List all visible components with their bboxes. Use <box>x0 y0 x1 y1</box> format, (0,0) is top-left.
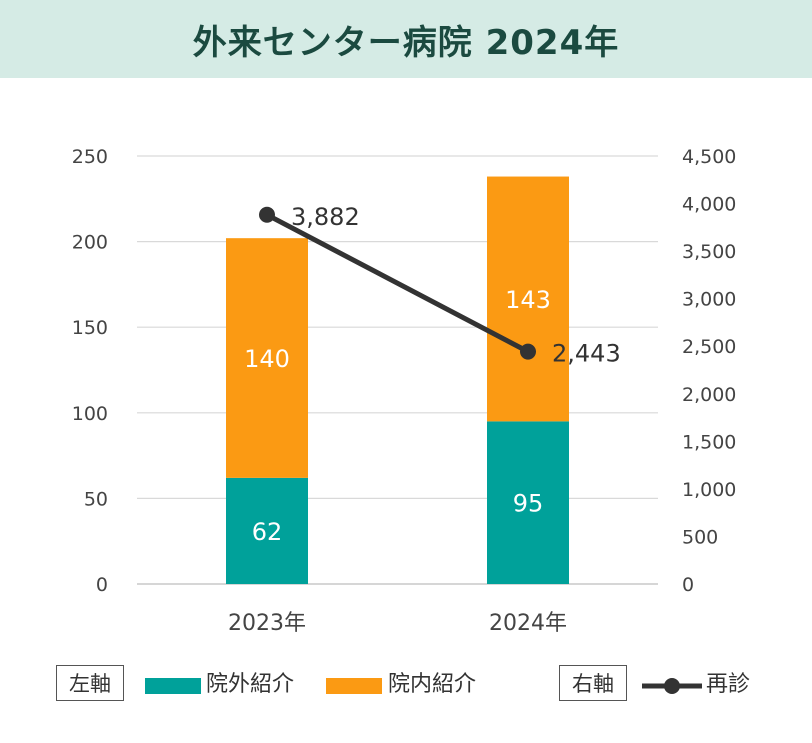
line-series <box>265 212 530 354</box>
right-axis-tick-label: 2,500 <box>682 336 736 358</box>
right-axis-tick-label: 4,000 <box>682 194 736 216</box>
legend-swatch-top <box>326 678 382 694</box>
legend-label-bottom: 院外紹介 <box>206 672 295 697</box>
data-label-line: 2,443 <box>552 340 621 368</box>
legend-line-marker-icon <box>642 678 702 694</box>
data-label-line: 3,882 <box>291 203 360 231</box>
data-label-top: 140 <box>244 345 290 373</box>
bar-top <box>487 176 569 422</box>
left-axis-tick-label: 100 <box>72 403 108 425</box>
line-point <box>259 206 275 223</box>
data-label-bottom: 62 <box>252 518 283 546</box>
chart-area: 0 50 100 150 200 250 0 500 1,000 1,500 2,000 2,500 3… <box>72 146 737 636</box>
right-axis-tick-label: 500 <box>682 526 718 548</box>
right-axis-tick-label: 1,000 <box>682 479 736 501</box>
bar-bottom <box>226 477 308 584</box>
right-axis-tick-label: 0 <box>682 574 694 596</box>
data-label-bottom: 95 <box>513 490 544 518</box>
bar-top <box>226 238 308 478</box>
line-point <box>520 343 536 360</box>
data-label-top: 143 <box>505 286 551 314</box>
left-axis-tick-label: 200 <box>72 232 108 254</box>
title-bar: 外来センター病院 2024年 <box>0 0 812 78</box>
x-axis-tick-label: 2024年 <box>489 611 567 636</box>
chart-title: 外来センター病院 2024年 <box>192 22 620 63</box>
x-axis-tick-label: 2023年 <box>228 611 306 636</box>
legend-label-line: 再診 <box>706 672 751 697</box>
right-axis-tick-label: 3,000 <box>682 289 736 311</box>
left-axis-tick-label: 150 <box>72 317 108 339</box>
left-axis-tick-label: 250 <box>72 146 108 168</box>
left-axis-badge: 左軸 <box>56 665 124 701</box>
right-axis-tick-label: 3,500 <box>682 241 736 263</box>
right-axis-tick-label: 4,500 <box>682 146 736 168</box>
legend-swatch-bottom <box>145 678 201 694</box>
left-axis-tick-label: 0 <box>96 574 108 596</box>
right-axis-tick-label: 2,000 <box>682 384 736 406</box>
left-axis-tick-label: 50 <box>84 488 108 510</box>
legend-label-top: 院内紹介 <box>388 672 477 697</box>
bar-bottom <box>487 421 569 584</box>
legend: 左軸 院外紹介 院内紹介 右軸 再診 <box>0 662 812 710</box>
right-axis-badge: 右軸 <box>559 665 627 701</box>
right-axis-tick-label: 1,500 <box>682 431 736 453</box>
